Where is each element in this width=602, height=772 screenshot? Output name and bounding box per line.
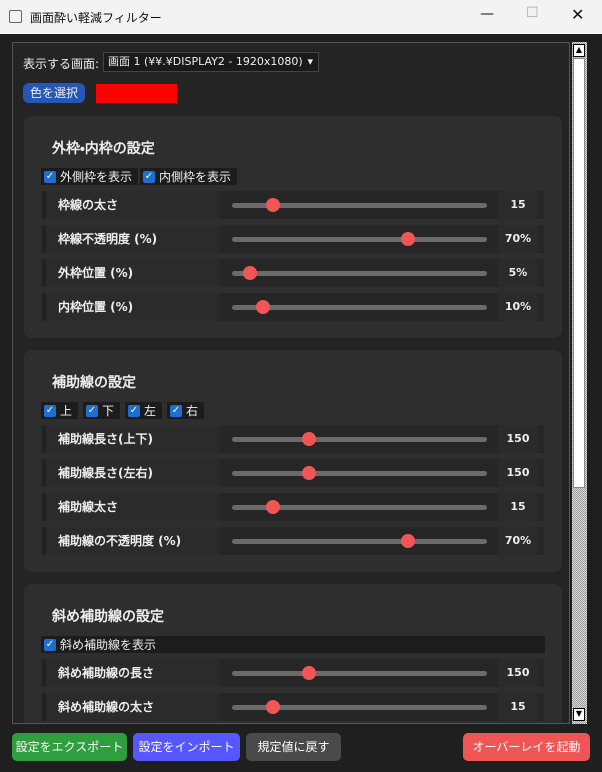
slider-track[interactable] — [232, 300, 487, 314]
slider-thumb[interactable] — [255, 300, 270, 314]
checkbox-label: 右 — [186, 404, 199, 418]
check-mark: ✓ — [143, 170, 155, 183]
slider-thumb[interactable] — [265, 500, 280, 514]
slider-label: 枠線不透明度 (%) — [42, 225, 220, 253]
window-title: 画面酔い軽減フィルター — [30, 11, 162, 25]
slider-thumb[interactable] — [301, 466, 316, 480]
checkbox[interactable]: ✓ 斜め補助線を表示 — [41, 636, 545, 653]
slider-row: 補助線太さ 15 — [42, 493, 544, 521]
content-frame: 表示する画面: 画面 1 (¥¥.¥DISPLAY2 - 1920x1080) ▾… — [12, 42, 570, 724]
minimize[interactable]: — — [480, 6, 494, 22]
settings-section: 斜め補助線の設定 ✓ 斜め補助線を表示斜め補助線の長さ 150 斜め補助線の太さ 15 — [24, 584, 562, 723]
slider-thumb[interactable] — [265, 700, 280, 714]
slider-label: 外枠位置 (%) — [42, 259, 220, 287]
slider-row: 補助線の不透明度 (%) 70% — [42, 527, 544, 555]
close[interactable]: ✕ — [571, 5, 585, 24]
scroll-thumb[interactable] — [573, 58, 585, 488]
import-button[interactable]: 設定をインポート — [133, 733, 240, 761]
display-selected: 画面 1 (¥¥.¥DISPLAY2 - 1920x1080) — [108, 55, 303, 68]
slider-row: 斜め補助線の長さ 150 — [42, 659, 544, 687]
checkbox[interactable]: ✓ 左 — [125, 402, 163, 419]
slider-row: 枠線の太さ 15 — [42, 191, 544, 219]
checkbox[interactable]: ✓ 外側枠を表示 — [41, 168, 139, 185]
slider-label: 補助線の不透明度 (%) — [42, 527, 220, 555]
scrollbar[interactable]: ▲ ▼ — [572, 42, 587, 724]
slider-value: 70% — [498, 527, 538, 555]
dropdown-arrow: ▾ — [307, 55, 313, 68]
slider-row: 枠線不透明度 (%) 70% — [42, 225, 544, 253]
slider-track[interactable] — [232, 198, 487, 212]
slider-thumb[interactable] — [242, 266, 257, 280]
slider-track[interactable] — [232, 266, 487, 280]
slider-value: 15 — [498, 493, 538, 521]
check-mark: ✓ — [86, 404, 98, 417]
slider-value: 10% — [498, 293, 538, 321]
checkbox-label: 左 — [144, 404, 157, 418]
scroll-up[interactable]: ▲ — [573, 44, 585, 57]
settings-section: 補助線の設定 ✓ 上 ✓ 下 ✓ 左 ✓ 右補助線長さ(上下) 150 補助線長さ(左右) 150 補助… — [24, 350, 562, 572]
overlay-button[interactable]: オーバーレイを起動 — [463, 733, 590, 761]
slider-label: 補助線長さ(左右) — [42, 459, 220, 487]
check-mark: ✓ — [170, 404, 182, 417]
scroll-down[interactable]: ▼ — [573, 708, 585, 721]
checkbox[interactable]: ✓ 右 — [167, 402, 205, 419]
slider-row: 補助線長さ(左右) 150 — [42, 459, 544, 487]
slider-label: 斜め補助線の太さ — [42, 693, 220, 721]
checkbox-label: 内側枠を表示 — [159, 170, 232, 184]
slider-label: 内枠位置 (%) — [42, 293, 220, 321]
checkbox-label: 外側枠を表示 — [60, 170, 133, 184]
slider-track[interactable] — [232, 534, 487, 548]
slider-label: 補助線長さ(上下) — [42, 425, 220, 453]
check-mark: ✓ — [128, 404, 140, 417]
slider-value: 150 — [498, 459, 538, 487]
reset-button[interactable]: 規定値に戻す — [246, 733, 341, 761]
slider-track[interactable] — [232, 700, 487, 714]
slider-track[interactable] — [232, 466, 487, 480]
color-button[interactable]: 色を選択 — [23, 83, 85, 103]
check-mark: ✓ — [44, 404, 56, 417]
check-mark: ✓ — [44, 170, 56, 183]
slider-track[interactable] — [232, 500, 487, 514]
display-label: 表示する画面: — [23, 57, 100, 71]
slider-value: 150 — [498, 425, 538, 453]
display-select[interactable]: 画面 1 (¥¥.¥DISPLAY2 - 1920x1080) ▾ — [103, 52, 319, 72]
slider-thumb[interactable] — [301, 666, 316, 680]
slider-track[interactable] — [232, 432, 487, 446]
checkbox[interactable]: ✓ 下 — [83, 402, 121, 419]
color-swatch — [96, 84, 177, 103]
settings-section: 外枠・内枠の設定 ✓ 外側枠を表示 ✓ 内側枠を表示枠線の太さ 15 枠線不透明度 (%) 7… — [24, 116, 562, 338]
checkbox[interactable]: ✓ 内側枠を表示 — [140, 168, 238, 185]
section-title: 補助線の設定 — [52, 375, 136, 391]
slider-track[interactable] — [232, 232, 487, 246]
slider-value: 70% — [498, 225, 538, 253]
checkbox-label: 上 — [60, 404, 73, 418]
slider-label: 補助線太さ — [42, 493, 220, 521]
checkbox-label: 下 — [102, 404, 115, 418]
slider-value: 15 — [498, 693, 538, 721]
slider-label: 枠線の太さ — [42, 191, 220, 219]
slider-thumb[interactable] — [265, 198, 280, 212]
export-button[interactable]: 設定をエクスポート — [12, 733, 127, 761]
slider-row: 斜め補助線の太さ 15 — [42, 693, 544, 721]
slider-track[interactable] — [232, 666, 487, 680]
slider-value: 5% — [498, 259, 538, 287]
slider-row: 外枠位置 (%) 5% — [42, 259, 544, 287]
slider-thumb[interactable] — [301, 432, 316, 446]
slider-row: 補助線長さ(上下) 150 — [42, 425, 544, 453]
app-icon — [9, 10, 22, 23]
check-mark: ✓ — [44, 638, 56, 651]
slider-row: 内枠位置 (%) 10% — [42, 293, 544, 321]
slider-label: 斜め補助線の長さ — [42, 659, 220, 687]
checkbox-label: 斜め補助線を表示 — [60, 638, 157, 652]
slider-value: 150 — [498, 659, 538, 687]
section-title: 斜め補助線の設定 — [52, 609, 164, 625]
checkbox[interactable]: ✓ 上 — [41, 402, 79, 419]
section-title: 外枠・内枠の設定 — [52, 141, 155, 157]
maximize[interactable]: ☐ — [526, 5, 539, 21]
slider-value: 15 — [498, 191, 538, 219]
slider-thumb[interactable] — [400, 534, 415, 548]
title-bar: 画面酔い軽減フィルター — ☐ ✕ — [0, 0, 602, 34]
slider-thumb[interactable] — [400, 232, 415, 246]
